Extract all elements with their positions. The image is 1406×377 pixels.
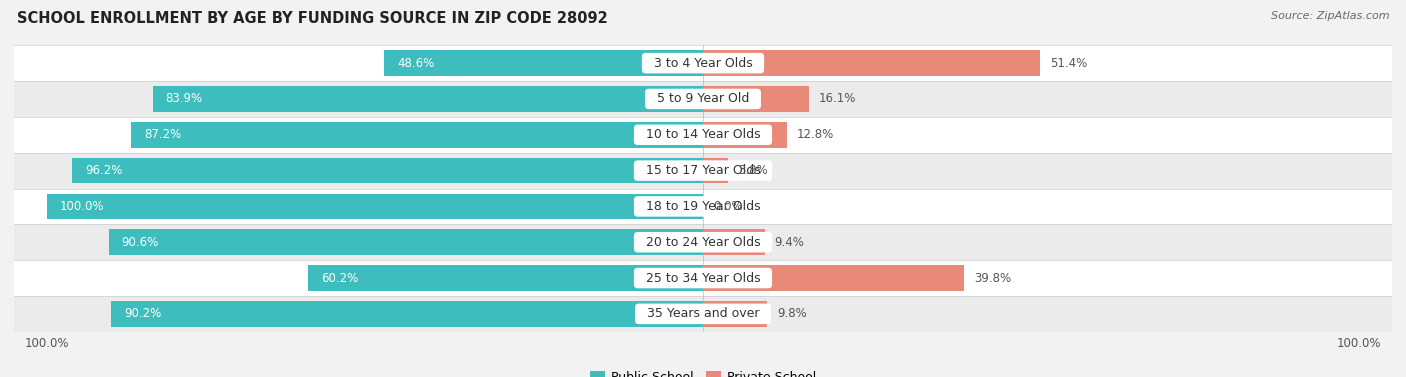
Text: 90.2%: 90.2% (124, 307, 162, 320)
Bar (703, 158, 728, 184)
Bar (46, 193, 703, 219)
Text: 10 to 14 Year Olds: 10 to 14 Year Olds (638, 128, 768, 141)
Text: SCHOOL ENROLLMENT BY AGE BY FUNDING SOURCE IN ZIP CODE 28092: SCHOOL ENROLLMENT BY AGE BY FUNDING SOUR… (17, 11, 607, 26)
Bar (308, 265, 703, 291)
Legend: Public School, Private School: Public School, Private School (585, 366, 821, 377)
Bar (14, 81, 1392, 117)
Bar (703, 265, 965, 291)
Text: 83.9%: 83.9% (166, 92, 202, 106)
Bar (131, 122, 703, 148)
Bar (703, 301, 768, 327)
Bar (703, 50, 1040, 76)
Bar (108, 229, 703, 255)
Text: 3 to 4 Year Olds: 3 to 4 Year Olds (645, 57, 761, 70)
Bar (72, 158, 703, 184)
Text: 60.2%: 60.2% (321, 271, 359, 285)
Text: 48.6%: 48.6% (398, 57, 434, 70)
Text: 25 to 34 Year Olds: 25 to 34 Year Olds (638, 271, 768, 285)
Bar (14, 153, 1392, 188)
Text: 5 to 9 Year Old: 5 to 9 Year Old (648, 92, 758, 106)
Bar (14, 296, 1392, 332)
Text: 96.2%: 96.2% (84, 164, 122, 177)
Text: 9.8%: 9.8% (778, 307, 807, 320)
Bar (703, 122, 787, 148)
Text: 90.6%: 90.6% (122, 236, 159, 249)
Bar (14, 117, 1392, 153)
Text: 39.8%: 39.8% (974, 271, 1011, 285)
Text: 15 to 17 Year Olds: 15 to 17 Year Olds (638, 164, 768, 177)
Text: 12.8%: 12.8% (797, 128, 834, 141)
Bar (152, 86, 703, 112)
Bar (14, 224, 1392, 260)
Text: Source: ZipAtlas.com: Source: ZipAtlas.com (1271, 11, 1389, 21)
Text: 35 Years and over: 35 Years and over (638, 307, 768, 320)
Bar (14, 45, 1392, 81)
Text: 0.0%: 0.0% (713, 200, 742, 213)
Text: 18 to 19 Year Olds: 18 to 19 Year Olds (638, 200, 768, 213)
Bar (14, 188, 1392, 224)
Text: 87.2%: 87.2% (143, 128, 181, 141)
Text: 100.0%: 100.0% (60, 200, 104, 213)
Bar (384, 50, 703, 76)
Bar (111, 301, 703, 327)
Text: 20 to 24 Year Olds: 20 to 24 Year Olds (638, 236, 768, 249)
Bar (703, 229, 765, 255)
Text: 3.8%: 3.8% (738, 164, 768, 177)
Text: 9.4%: 9.4% (775, 236, 804, 249)
Bar (703, 86, 808, 112)
Bar (14, 260, 1392, 296)
Text: 16.1%: 16.1% (818, 92, 856, 106)
Text: 51.4%: 51.4% (1050, 57, 1087, 70)
